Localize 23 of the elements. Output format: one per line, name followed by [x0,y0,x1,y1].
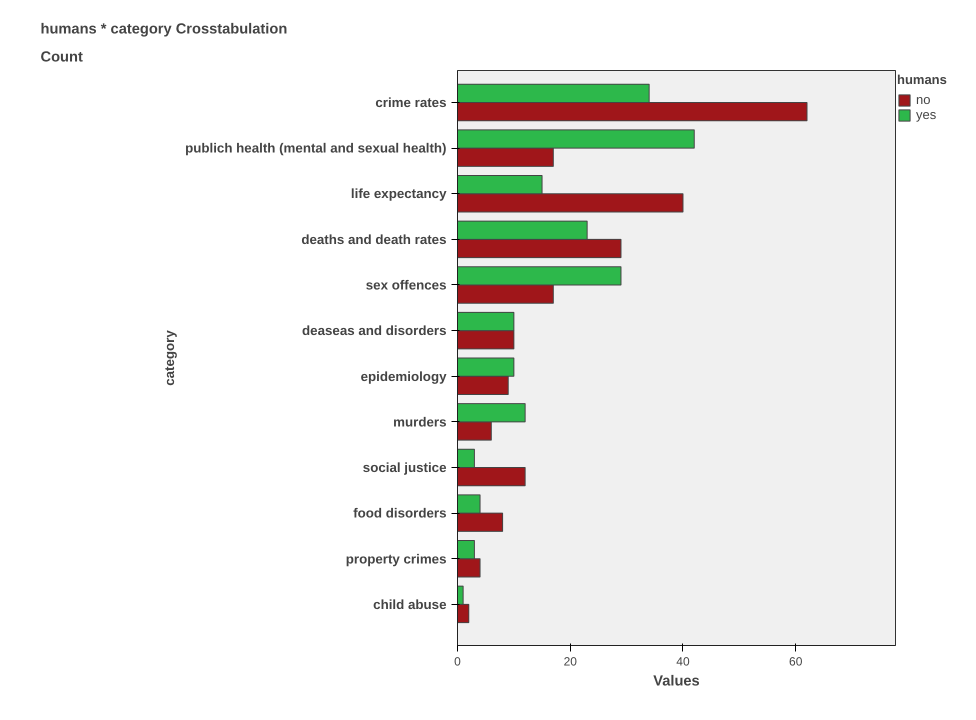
y-tick-label: property crimes [346,551,447,566]
y-tick-label: publich health (mental and sexual health) [185,140,446,156]
y-tick-label: sex offences [366,277,446,292]
x-tick-label: 60 [789,654,803,668]
y-tick-label: deaths and death rates [301,232,446,247]
y-tick-label: epidemiology [360,368,448,384]
y-tick-label: crime rates [375,94,447,110]
y-axis-title: category [162,330,178,386]
text: humans * category Crosstabulation [40,22,288,38]
x-tick-label: 0 [454,654,462,668]
text: Count [40,50,83,66]
y-tick-label: food disorders [353,506,447,521]
y-tick-label: deaseas and disorders [302,323,447,338]
legend-label: yes [916,107,936,122]
legend-title: humans [897,72,947,87]
x-axis-title: Values [653,674,700,690]
y-tick-label: social justice [362,460,447,476]
y-tick-label: murders [393,414,447,430]
legend-label: no [916,92,932,107]
x-tick-label: 40 [676,654,690,668]
y-tick-label: child abuse [373,596,447,612]
y-tick-label: life expectancy [350,186,448,202]
x-tick-label: 20 [564,654,578,668]
